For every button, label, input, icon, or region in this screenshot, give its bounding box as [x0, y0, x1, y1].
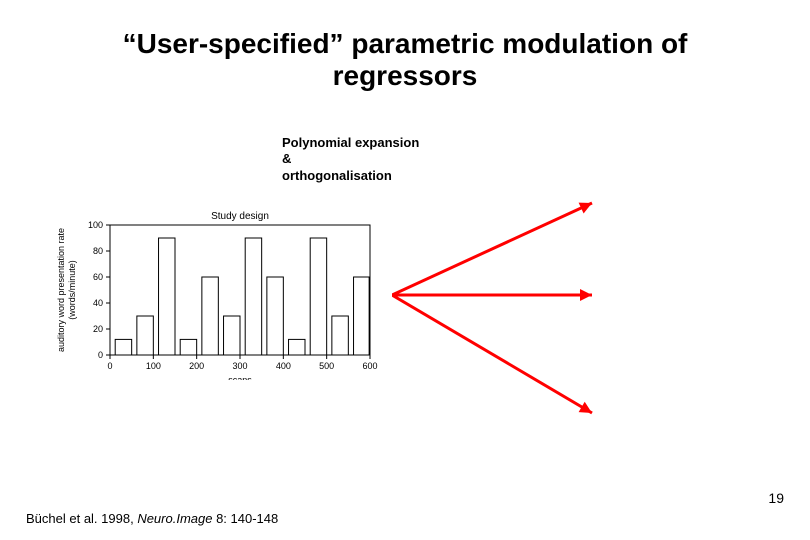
x-tick-label: 300 — [232, 361, 247, 371]
citation: Büchel et al. 1998, Neuro.Image 8: 140-1… — [26, 511, 278, 526]
x-tick-label: 600 — [362, 361, 377, 371]
x-tick-label: 100 — [146, 361, 161, 371]
y-tick-label: 20 — [93, 324, 103, 334]
title-line2: regressors — [333, 60, 478, 91]
annotation-line2: & — [282, 151, 291, 166]
bar — [245, 238, 261, 355]
y-tick-label: 60 — [93, 272, 103, 282]
expansion-arrows — [392, 195, 602, 425]
y-axis-label: auditory word presentation rate — [56, 228, 66, 352]
x-tick-label: 0 — [107, 361, 112, 371]
bar — [137, 316, 153, 355]
y-tick-label: 0 — [98, 350, 103, 360]
bar — [159, 238, 175, 355]
x-tick-label: 500 — [319, 361, 334, 371]
x-axis-label: scans — [228, 375, 252, 380]
page-number: 19 — [768, 490, 784, 506]
study-design-chart: 0 100 200 300 400 500 600 0 20 40 60 80 100 Study des… — [50, 205, 385, 380]
annotation-text: Polynomial expansion & orthogonalisation — [282, 135, 419, 184]
citation-italic: Neuro.Image — [137, 511, 212, 526]
annotation-line3: orthogonalisation — [282, 168, 392, 183]
bar — [180, 339, 196, 355]
x-tick-label: 400 — [276, 361, 291, 371]
bar — [115, 339, 131, 355]
citation-plain: Büchel et al. 1998, — [26, 511, 137, 526]
y-axis-label: (words/minute) — [67, 260, 77, 320]
y-tick-label: 100 — [88, 220, 103, 230]
citation-tail: 8: 140-148 — [212, 511, 278, 526]
bar — [289, 339, 305, 355]
x-tick-label: 200 — [189, 361, 204, 371]
arrow — [392, 203, 592, 295]
y-tick-label: 40 — [93, 298, 103, 308]
bar — [332, 316, 348, 355]
chart-title: Study design — [211, 211, 269, 222]
bar — [202, 277, 218, 355]
title-line1: “User-specified” parametric modulation o… — [123, 28, 688, 59]
y-tick-label: 80 — [93, 246, 103, 256]
bar — [267, 277, 283, 355]
bar — [224, 316, 240, 355]
slide-title: “User-specified” parametric modulation o… — [0, 28, 810, 92]
annotation-line1: Polynomial expansion — [282, 135, 419, 150]
bar — [354, 277, 370, 355]
arrow — [392, 289, 592, 301]
arrow — [392, 295, 592, 413]
bar — [310, 238, 326, 355]
